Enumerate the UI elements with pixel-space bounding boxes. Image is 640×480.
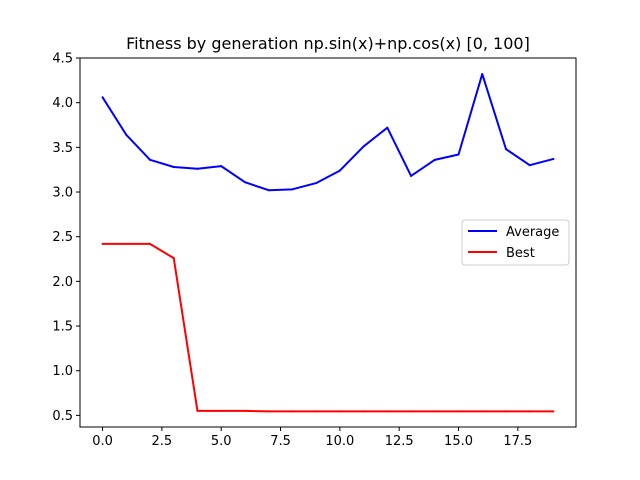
data-point-best bbox=[243, 409, 246, 412]
x-tick-label: 0.0 bbox=[92, 434, 113, 449]
data-point-average bbox=[315, 182, 318, 185]
data-point-best bbox=[149, 242, 152, 245]
data-point-average bbox=[220, 165, 223, 168]
data-point-average bbox=[433, 158, 436, 161]
y-tick-label: 4.0 bbox=[52, 96, 73, 111]
data-point-best bbox=[196, 409, 199, 412]
data-point-best bbox=[457, 410, 460, 413]
data-point-average bbox=[457, 153, 460, 156]
x-tick-label: 5.0 bbox=[211, 434, 232, 449]
data-point-best bbox=[504, 410, 507, 413]
data-point-best bbox=[410, 410, 413, 413]
data-point-average bbox=[481, 73, 484, 76]
data-point-best bbox=[267, 410, 270, 413]
series-line-best bbox=[102, 242, 554, 413]
data-point-best bbox=[291, 410, 294, 413]
data-point-best bbox=[220, 409, 223, 412]
data-point-best bbox=[433, 410, 436, 413]
data-point-average bbox=[243, 181, 246, 184]
data-point-best bbox=[101, 242, 104, 245]
x-tick-label: 10.0 bbox=[325, 434, 354, 449]
axis-layer: 0.0 2.5 5.0 7.5 10.0 12.5 15.0 17.5 0.5 1.0 1.5 2.0… bbox=[52, 52, 532, 450]
y-tick-label: 3.0 bbox=[52, 186, 73, 201]
data-point-best bbox=[125, 242, 128, 245]
data-point-average bbox=[362, 145, 365, 148]
legend-best-label: Best bbox=[506, 246, 535, 261]
data-point-average bbox=[196, 167, 199, 170]
data-point-average bbox=[172, 166, 175, 169]
x-tick-label: 7.5 bbox=[270, 434, 291, 449]
data-point-average bbox=[410, 174, 413, 177]
data-point-average bbox=[125, 133, 128, 136]
legend: Average Best bbox=[461, 219, 570, 266]
y-tick-label: 1.5 bbox=[52, 320, 73, 335]
data-point-average bbox=[267, 189, 270, 192]
x-tick-label: 15.0 bbox=[444, 434, 473, 449]
x-tick-label: 17.5 bbox=[503, 434, 532, 449]
series-line-average bbox=[101, 73, 554, 192]
data-point-best bbox=[315, 410, 318, 413]
data-point-best bbox=[552, 410, 555, 413]
y-tick-label: 1.0 bbox=[52, 364, 73, 379]
data-point-best bbox=[362, 410, 365, 413]
legend-average-label: Average bbox=[506, 225, 559, 240]
series-layer bbox=[101, 73, 555, 413]
y-tick-label: 3.5 bbox=[52, 141, 73, 156]
y-tick-label: 4.5 bbox=[52, 52, 73, 67]
data-point-average bbox=[149, 158, 152, 161]
data-point-average bbox=[291, 188, 294, 191]
data-point-best bbox=[481, 410, 484, 413]
data-point-average bbox=[338, 169, 341, 172]
x-tick-label: 2.5 bbox=[152, 434, 173, 449]
data-point-average bbox=[386, 126, 389, 129]
y-tick-label: 2.5 bbox=[52, 230, 73, 245]
data-point-average bbox=[528, 164, 531, 167]
x-tick-label: 12.5 bbox=[385, 434, 414, 449]
y-tick-label: 2.0 bbox=[52, 275, 73, 290]
data-point-best bbox=[528, 410, 531, 413]
chart-title: Fitness by generation np.sin(x)+np.cos(x… bbox=[126, 34, 530, 53]
y-tick-label: 0.5 bbox=[52, 409, 73, 424]
data-point-average bbox=[101, 96, 104, 99]
data-point-best bbox=[338, 410, 341, 413]
data-point-best bbox=[386, 410, 389, 413]
data-point-average bbox=[504, 148, 507, 151]
data-point-average bbox=[552, 157, 555, 160]
data-point-best bbox=[172, 257, 175, 260]
